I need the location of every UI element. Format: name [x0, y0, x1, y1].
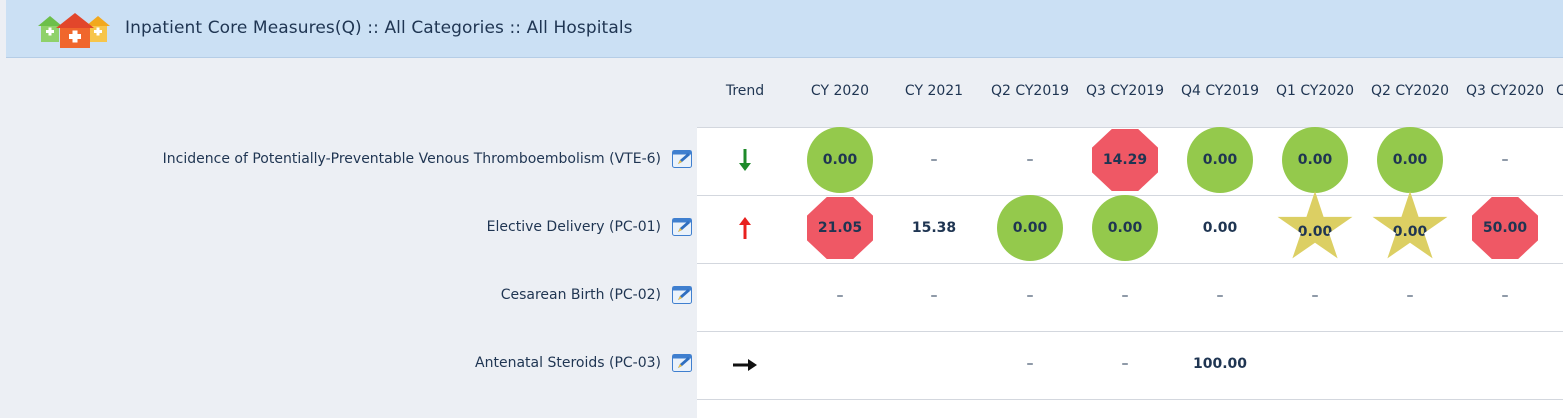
- row-labels-panel: [0, 58, 697, 418]
- row-divider: [697, 263, 1563, 264]
- column-header[interactable]: C: [1556, 83, 1563, 99]
- measure-value-cell[interactable]: –: [1312, 288, 1319, 304]
- measure-value: 0.00: [1012, 220, 1048, 236]
- measure-value: 21.05: [817, 220, 863, 236]
- column-header[interactable]: CY 2020: [810, 83, 870, 99]
- measure-value: 14.29: [1102, 152, 1148, 168]
- row-divider: [697, 127, 1563, 128]
- measure-value-cell[interactable]: –: [1027, 356, 1034, 372]
- measure-value: –: [1026, 356, 1034, 372]
- column-header[interactable]: Q1 CY2020: [1275, 83, 1355, 99]
- hospitals-icon: [38, 13, 110, 48]
- edit-measure-icon[interactable]: [672, 285, 694, 305]
- row-divider: [697, 331, 1563, 332]
- measure-value: –: [930, 152, 938, 168]
- measure-value-cell[interactable]: –: [1027, 288, 1034, 304]
- column-header[interactable]: Q3 CY2019: [1085, 83, 1165, 99]
- measure-value-cell[interactable]: 0.00: [1092, 195, 1158, 261]
- column-header[interactable]: Q2 CY2019: [990, 83, 1070, 99]
- row-divider: [697, 399, 1563, 400]
- measure-value: –: [1121, 356, 1129, 372]
- measure-value-cell[interactable]: –: [1502, 288, 1509, 304]
- measure-value-cell[interactable]: –: [1217, 288, 1224, 304]
- measure-value-cell[interactable]: 0.00: [807, 127, 873, 193]
- edit-measure-icon[interactable]: [672, 353, 694, 373]
- trend-up-arrow-icon: [734, 214, 756, 242]
- measure-value-cell[interactable]: 0.00: [997, 195, 1063, 261]
- measure-value: –: [1501, 288, 1509, 304]
- measure-value: –: [1026, 152, 1034, 168]
- measure-value: –: [930, 288, 938, 304]
- measure-label: Antenatal Steroids (PC-03): [475, 355, 661, 371]
- measure-value: 0.00: [1392, 152, 1428, 168]
- measure-value: 15.38: [911, 220, 957, 236]
- measure-value: –: [1406, 288, 1414, 304]
- measure-value: –: [1311, 288, 1319, 304]
- trend-flat-arrow-icon: [731, 354, 759, 376]
- measure-value: –: [836, 288, 844, 304]
- measure-value: –: [1026, 288, 1034, 304]
- column-header[interactable]: Q4 CY2019: [1180, 83, 1260, 99]
- measure-value-cell[interactable]: –: [1502, 152, 1509, 168]
- measure-value-cell[interactable]: 15.38: [894, 216, 974, 240]
- measure-label: Elective Delivery (PC-01): [486, 219, 661, 235]
- edit-measure-icon[interactable]: [672, 217, 694, 237]
- column-header[interactable]: Trend: [725, 83, 765, 99]
- measure-label: Cesarean Birth (PC-02): [500, 287, 661, 303]
- measure-value-cell[interactable]: 100.00: [1180, 352, 1260, 376]
- measure-value: 50.00: [1482, 220, 1528, 236]
- measure-value: 0.00: [1107, 220, 1143, 236]
- measure-value-cell[interactable]: 0.00: [1282, 127, 1348, 193]
- measure-value-cell[interactable]: 14.29: [1092, 129, 1158, 191]
- measure-value-cell[interactable]: 0.00: [1377, 127, 1443, 193]
- page-header: Inpatient Core Measures(Q) :: All Catego…: [6, 0, 1563, 58]
- column-header[interactable]: Q2 CY2020: [1370, 83, 1450, 99]
- measure-value: 0.00: [1392, 224, 1428, 240]
- measure-value: 0.00: [1202, 220, 1238, 236]
- measure-value-cell[interactable]: –: [837, 288, 844, 304]
- column-header[interactable]: Q3 CY2020: [1465, 83, 1545, 99]
- measure-value-cell[interactable]: –: [931, 152, 938, 168]
- edit-measure-icon[interactable]: [672, 149, 694, 169]
- measure-value: 100.00: [1192, 356, 1248, 372]
- measure-value-cell[interactable]: –: [1122, 356, 1129, 372]
- measure-value: 0.00: [822, 152, 858, 168]
- measure-value: –: [1121, 288, 1129, 304]
- trend-down-arrow-icon: [734, 146, 756, 174]
- measure-value-cell[interactable]: 0.00: [1180, 216, 1260, 240]
- page-title: Inpatient Core Measures(Q) :: All Catego…: [125, 18, 633, 38]
- measure-value-cell[interactable]: –: [931, 288, 938, 304]
- measure-value-cell[interactable]: 50.00: [1472, 197, 1538, 259]
- measure-value-cell[interactable]: –: [1407, 288, 1414, 304]
- measure-value: –: [1216, 288, 1224, 304]
- measure-value: 0.00: [1202, 152, 1238, 168]
- measure-value: –: [1501, 152, 1509, 168]
- measure-value-cell[interactable]: –: [1122, 288, 1129, 304]
- measure-value-cell[interactable]: 21.05: [807, 197, 873, 259]
- measure-value-cell[interactable]: 0.00: [1187, 127, 1253, 193]
- measure-value: 0.00: [1297, 224, 1333, 240]
- measure-value-cell[interactable]: –: [1027, 152, 1034, 168]
- column-header[interactable]: CY 2021: [904, 83, 964, 99]
- measure-value: 0.00: [1297, 152, 1333, 168]
- measure-label: Incidence of Potentially-Preventable Ven…: [162, 151, 661, 167]
